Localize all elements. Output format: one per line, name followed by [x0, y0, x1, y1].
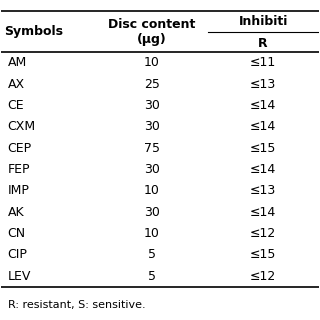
Text: 25: 25: [144, 78, 160, 91]
Text: 5: 5: [148, 270, 156, 283]
Text: ≤13: ≤13: [250, 184, 276, 197]
Text: CEP: CEP: [8, 142, 32, 155]
Text: ≤14: ≤14: [250, 163, 276, 176]
Text: 75: 75: [144, 142, 160, 155]
Text: 30: 30: [144, 206, 160, 219]
Text: 30: 30: [144, 120, 160, 133]
Text: FEP: FEP: [8, 163, 30, 176]
Text: CE: CE: [8, 99, 24, 112]
Text: Inhibiti: Inhibiti: [238, 15, 288, 28]
Text: ≤12: ≤12: [250, 270, 276, 283]
Text: R: resistant, S: sensitive.: R: resistant, S: sensitive.: [8, 300, 145, 309]
Text: CIP: CIP: [8, 248, 28, 261]
Text: AX: AX: [8, 78, 25, 91]
Text: ≤14: ≤14: [250, 206, 276, 219]
Text: CXM: CXM: [8, 120, 36, 133]
Text: ≤12: ≤12: [250, 227, 276, 240]
Text: R: R: [258, 37, 268, 50]
Text: 10: 10: [144, 56, 160, 69]
Text: 30: 30: [144, 99, 160, 112]
Text: ≤14: ≤14: [250, 120, 276, 133]
Text: 10: 10: [144, 184, 160, 197]
Text: AK: AK: [8, 206, 24, 219]
Text: ≤15: ≤15: [250, 248, 276, 261]
Text: 30: 30: [144, 163, 160, 176]
Text: AM: AM: [8, 56, 27, 69]
Text: ≤14: ≤14: [250, 99, 276, 112]
Text: IMP: IMP: [8, 184, 30, 197]
Text: LEV: LEV: [8, 270, 31, 283]
Text: 5: 5: [148, 248, 156, 261]
Text: Disc content
(μg): Disc content (μg): [108, 18, 196, 45]
Text: ≤13: ≤13: [250, 78, 276, 91]
Text: 10: 10: [144, 227, 160, 240]
Text: ≤15: ≤15: [250, 142, 276, 155]
Text: ≤11: ≤11: [250, 56, 276, 69]
Text: Symbols: Symbols: [4, 25, 64, 38]
Text: CN: CN: [8, 227, 26, 240]
